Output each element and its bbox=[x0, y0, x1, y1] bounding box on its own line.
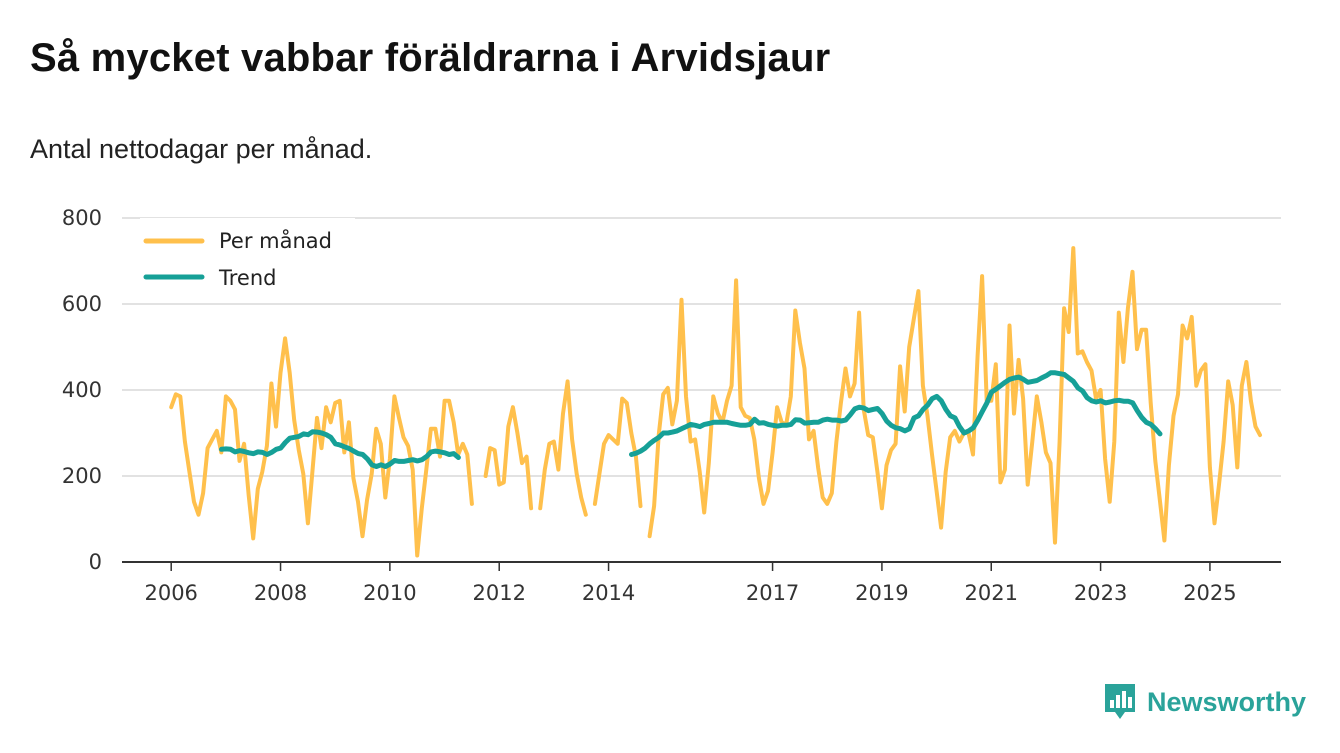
legend-background bbox=[140, 218, 355, 296]
series-line-per-manad-segment-3 bbox=[538, 379, 588, 517]
x-tick-label-2019: 2019 bbox=[855, 581, 908, 605]
page-title: Så mycket vabbar föräldrarna i Arvidsjau… bbox=[30, 36, 831, 80]
series-line-per-manad-segment-2 bbox=[483, 405, 534, 511]
y-tick-label-600: 600 bbox=[62, 292, 102, 316]
series-line-per-manad-segment-4 bbox=[592, 396, 643, 509]
y-tick-label-800: 800 bbox=[62, 206, 102, 230]
legend: Per månad Trend bbox=[140, 218, 355, 296]
series-line-trend-segment-1 bbox=[219, 429, 461, 469]
legend-label-per-manad: Per månad bbox=[219, 228, 332, 253]
newsworthy-logo-icon bbox=[1104, 684, 1135, 719]
x-tick-label-2025: 2025 bbox=[1183, 581, 1236, 605]
series-line-per-manad-segment-5 bbox=[647, 246, 1262, 545]
x-tick-label-2021: 2021 bbox=[965, 581, 1018, 605]
x-tick-label-2014: 2014 bbox=[582, 581, 635, 605]
brand-name: Newsworthy bbox=[1146, 686, 1306, 717]
y-tick-label-200: 200 bbox=[62, 464, 102, 488]
x-tick-label-2006: 2006 bbox=[144, 581, 197, 605]
series-line-per-manad-segment-1 bbox=[169, 336, 474, 558]
y-tick-label-400: 400 bbox=[62, 378, 102, 402]
y-tick-label-0: 0 bbox=[89, 550, 102, 574]
legend-label-trend: Trend bbox=[218, 266, 276, 290]
series-line-trend-segment-2 bbox=[629, 370, 1163, 457]
x-tick-label-2017: 2017 bbox=[746, 581, 799, 605]
series-lines bbox=[169, 246, 1262, 558]
y-axis-ticks: 0 200 400 600 800 bbox=[62, 206, 102, 574]
x-tick-label-2012: 2012 bbox=[472, 581, 525, 605]
x-tick-label-2010: 2010 bbox=[363, 581, 416, 605]
newsworthy-brand[interactable]: Newsworthy bbox=[1103, 682, 1306, 722]
x-axis-ticks: 2006 2008 2010 2012 2014 2017 2019 2021 2023 2025 bbox=[144, 562, 1237, 605]
x-tick-label-2023: 2023 bbox=[1074, 581, 1127, 605]
chart-subtitle: Antal nettodagar per månad. bbox=[30, 134, 373, 164]
x-tick-label-2008: 2008 bbox=[254, 581, 307, 605]
